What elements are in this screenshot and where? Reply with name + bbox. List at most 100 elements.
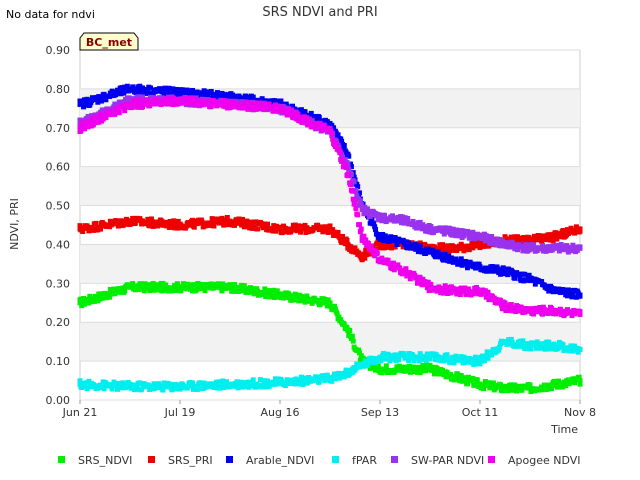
data-point [434, 365, 440, 371]
data-point [127, 284, 133, 290]
data-point [250, 286, 256, 292]
data-point [447, 226, 453, 232]
data-point [320, 118, 326, 124]
data-point [377, 354, 383, 360]
data-point [332, 306, 338, 312]
data-point [201, 380, 207, 386]
data-point [227, 101, 233, 107]
data-point [313, 125, 319, 131]
data-point [344, 237, 350, 243]
data-point [94, 114, 100, 120]
data-point [292, 222, 298, 228]
data-point [140, 104, 145, 110]
data-point [452, 374, 458, 380]
x-axis-label: Time [550, 423, 578, 436]
data-point [570, 348, 576, 354]
data-point [327, 376, 333, 382]
data-point [257, 100, 263, 106]
data-point [365, 250, 371, 256]
data-point [498, 271, 504, 277]
data-point [86, 114, 92, 120]
data-point [489, 234, 495, 240]
data-point [207, 104, 213, 110]
data-point [369, 216, 375, 222]
data-point [112, 111, 118, 117]
data-point [227, 284, 233, 290]
data-point [343, 367, 349, 373]
data-point [481, 386, 487, 392]
data-point [577, 292, 583, 298]
data-point [168, 99, 174, 105]
data-point [371, 220, 377, 226]
data-point [549, 234, 555, 240]
data-point [101, 293, 107, 299]
data-point [452, 288, 458, 294]
data-point [233, 217, 239, 223]
x-tick-label: Aug 16 [261, 406, 300, 419]
data-point [356, 222, 362, 228]
data-point [508, 382, 514, 388]
data-point [272, 108, 278, 114]
data-point [534, 237, 540, 243]
data-point [381, 212, 387, 218]
data-point [77, 226, 83, 232]
y-tick-label: 0.60 [46, 161, 71, 174]
data-point [98, 291, 104, 297]
data-point [385, 257, 391, 263]
data-point [536, 309, 542, 315]
data-point [577, 309, 583, 315]
series-fpar [77, 336, 583, 393]
data-point [170, 221, 176, 227]
data-point [161, 380, 167, 386]
data-point [545, 247, 551, 253]
data-point [402, 366, 408, 372]
data-point [442, 225, 448, 231]
legend-label: SW-PAR NDVI [411, 454, 484, 467]
data-point [136, 286, 142, 292]
y-tick-label: 0.40 [46, 238, 71, 251]
data-point [101, 91, 107, 97]
data-point [456, 233, 462, 239]
y-tick-label: 0.70 [46, 122, 71, 135]
data-point [132, 220, 138, 226]
data-point [527, 245, 533, 251]
data-point [301, 114, 307, 120]
data-point [502, 234, 508, 240]
data-point [250, 106, 256, 112]
data-point [199, 219, 205, 225]
data-point [492, 237, 498, 243]
data-point [183, 223, 189, 229]
data-point [489, 268, 495, 274]
data-point [134, 383, 140, 389]
data-point [85, 98, 91, 104]
data-point [415, 279, 421, 285]
data-point [451, 360, 457, 366]
data-point [289, 107, 295, 113]
data-point [286, 291, 292, 297]
data-point [390, 260, 396, 266]
data-point [532, 281, 538, 287]
data-point [345, 327, 351, 333]
data-point [337, 150, 343, 156]
data-point [127, 222, 133, 228]
data-point [78, 128, 84, 134]
data-point [249, 225, 255, 231]
data-point [130, 215, 136, 221]
data-point [99, 107, 105, 113]
data-point [323, 300, 329, 306]
data-point [129, 104, 135, 110]
data-point [86, 300, 92, 306]
data-point [523, 242, 529, 248]
data-point [222, 217, 228, 223]
data-point [334, 311, 340, 317]
data-point [482, 288, 488, 294]
data-point [421, 248, 427, 254]
data-point [313, 113, 319, 119]
data-point [336, 314, 342, 320]
data-point [327, 300, 333, 306]
data-point [273, 104, 279, 110]
data-point [199, 281, 205, 287]
data-point [77, 378, 83, 384]
data-point [502, 339, 508, 345]
data-point [302, 299, 308, 305]
